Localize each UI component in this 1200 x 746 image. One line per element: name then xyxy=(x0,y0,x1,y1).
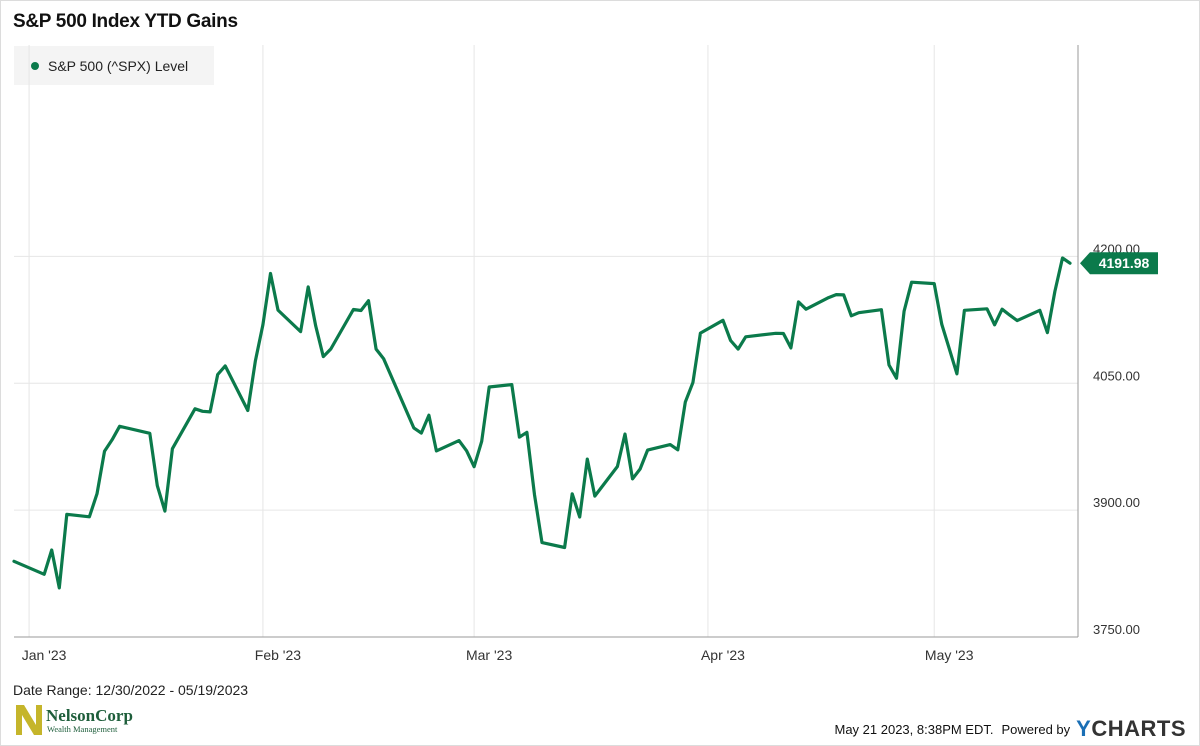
x-tick-label: May '23 xyxy=(925,647,974,663)
x-tick-label: Jan '23 xyxy=(22,647,67,663)
last-value-label: 4191.98 xyxy=(1099,255,1150,271)
logo-name: NelsonCorp xyxy=(46,706,133,725)
ycharts-logo[interactable]: YCHARTS xyxy=(1076,716,1186,741)
timestamp: May 21 2023, 8:38PM EDT. xyxy=(834,721,994,737)
chart-title: S&P 500 Index YTD Gains xyxy=(13,11,238,32)
series-line-spx xyxy=(12,256,1072,590)
y-tick-label: 3900.00 xyxy=(1093,495,1140,510)
legend[interactable]: S&P 500 (^SPX) Level xyxy=(14,46,214,85)
last-value-marker xyxy=(1080,252,1158,275)
powered-by: Powered by xyxy=(1001,721,1071,737)
date-range: Date Range: 12/30/2022 - 05/19/2023 xyxy=(13,682,249,698)
y-tick-label: 4050.00 xyxy=(1093,368,1140,383)
legend-label: S&P 500 (^SPX) Level xyxy=(48,57,189,74)
legend-dot xyxy=(31,61,39,70)
footer: May 21 2023, 8:38PM EDT. Powered by YCHA… xyxy=(835,718,1187,740)
x-tick-label: Mar '23 xyxy=(466,647,512,663)
x-tick-label: Apr '23 xyxy=(701,647,745,663)
x-tick-label: Feb '23 xyxy=(255,647,301,663)
y-tick-label: 3750.00 xyxy=(1093,622,1140,637)
logo-sub: Wealth Management xyxy=(47,724,118,734)
nelsoncorp-logo: NelsonCorp Wealth Management xyxy=(16,705,133,735)
